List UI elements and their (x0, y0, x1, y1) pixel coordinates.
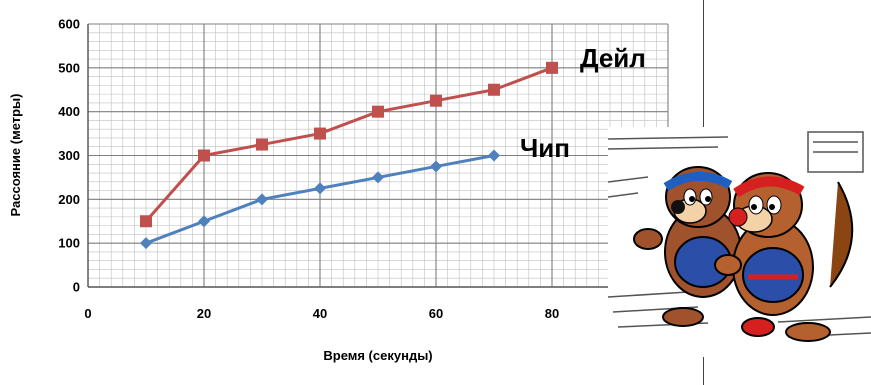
y-tick-labels: 0 100 200 300 400 500 600 (58, 17, 80, 295)
data-point (546, 61, 558, 74)
data-point (488, 149, 500, 162)
series-label-chip: Чип (520, 133, 570, 163)
data-point (314, 127, 326, 140)
axes (87, 24, 668, 288)
series-1 (140, 149, 500, 250)
series-layer (140, 61, 558, 250)
data-point (140, 237, 152, 250)
chipmunks-running-icon (607, 127, 871, 357)
data-point (198, 149, 210, 162)
y-tick-label: 400 (58, 104, 80, 119)
data-point (372, 171, 384, 184)
y-tick-label: 300 (58, 148, 80, 163)
x-tick-label: 60 (429, 306, 443, 321)
data-point (488, 83, 500, 96)
x-axis-title: Время (секунды) (323, 348, 432, 363)
x-tick-label: 80 (545, 306, 559, 321)
data-point (430, 160, 442, 173)
data-point (314, 182, 326, 195)
y-tick-label: 200 (58, 192, 80, 207)
series-label-dale: Дейл (580, 43, 646, 73)
data-point (256, 193, 268, 206)
data-point (140, 215, 152, 228)
x-tick-label: 20 (197, 306, 211, 321)
y-tick-label: 100 (58, 236, 80, 251)
x-tick-label: 0 (84, 306, 91, 321)
data-point (430, 94, 442, 107)
y-axis-title: Рассояние (метры) (8, 94, 23, 217)
data-point (372, 105, 384, 118)
data-point (198, 215, 210, 228)
series-line (144, 66, 554, 223)
y-tick-label: 500 (58, 60, 80, 75)
y-tick-label: 0 (73, 280, 80, 295)
series-0 (140, 61, 558, 228)
data-point (256, 138, 268, 151)
x-tick-label: 40 (313, 306, 327, 321)
x-tick-labels: 0 20 40 60 80 (84, 306, 559, 321)
y-tick-label: 600 (58, 17, 80, 32)
